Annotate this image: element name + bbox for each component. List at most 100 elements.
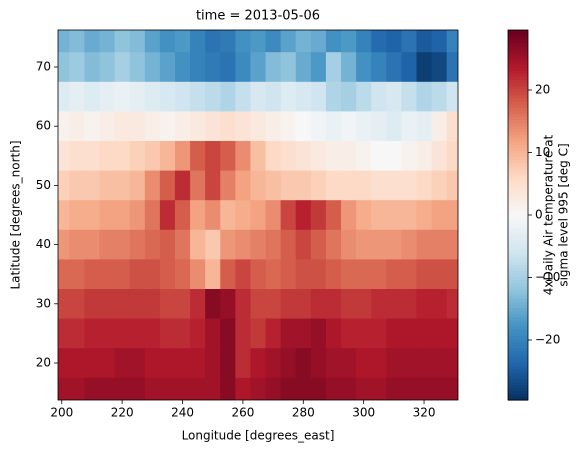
cell <box>190 141 206 172</box>
cell <box>446 170 458 201</box>
cell <box>250 229 267 260</box>
cell <box>265 30 282 53</box>
cell <box>220 30 236 53</box>
cell <box>386 170 402 201</box>
cell <box>386 377 402 400</box>
cell <box>280 141 297 172</box>
cell <box>58 200 70 231</box>
cell <box>69 229 85 260</box>
cell <box>401 111 417 142</box>
cell <box>144 348 161 379</box>
cell <box>250 377 267 400</box>
cell <box>341 259 357 290</box>
cell <box>114 170 131 201</box>
cell <box>446 141 458 172</box>
cell <box>446 318 458 349</box>
cell <box>205 348 221 379</box>
cell <box>310 30 327 53</box>
cell <box>341 377 357 400</box>
cell <box>431 170 448 201</box>
cell <box>446 200 458 231</box>
cell <box>401 377 417 400</box>
cell <box>446 81 458 112</box>
colorbar-tick-label: −20 <box>535 333 560 347</box>
cell <box>310 52 327 83</box>
cell <box>401 289 417 320</box>
cell <box>446 52 458 83</box>
cell <box>446 289 458 320</box>
cell <box>129 170 146 201</box>
cell <box>129 318 146 349</box>
cell <box>114 348 131 379</box>
cell <box>310 289 327 320</box>
cell <box>99 200 116 231</box>
cell <box>84 170 101 201</box>
cell <box>235 200 251 231</box>
x-axis-label: Longitude [degrees_east] <box>182 429 335 443</box>
cell <box>431 259 448 290</box>
cell <box>114 377 131 400</box>
cell <box>341 170 357 201</box>
colorbar-tick-label: 0 <box>535 208 543 222</box>
cell <box>386 200 402 231</box>
cell <box>205 377 221 400</box>
cell <box>295 377 312 400</box>
cell <box>431 81 448 112</box>
cell <box>280 259 297 290</box>
cell <box>84 377 101 400</box>
cell <box>386 30 402 53</box>
cell <box>144 200 161 231</box>
cell <box>58 30 70 53</box>
cell <box>114 30 131 53</box>
cell <box>84 81 101 112</box>
cell <box>99 377 116 400</box>
cell <box>129 348 146 379</box>
chart-title: time = 2013-05-06 <box>196 9 320 24</box>
cell <box>99 81 116 112</box>
cell <box>295 289 312 320</box>
cell <box>159 141 176 172</box>
cell <box>401 200 417 231</box>
cell <box>190 259 206 290</box>
cell <box>205 289 221 320</box>
cell <box>174 30 191 53</box>
cell <box>220 111 236 142</box>
x-tick-label: 320 <box>413 406 436 420</box>
cell <box>371 170 387 201</box>
cell <box>371 289 387 320</box>
cell <box>356 81 372 112</box>
cell <box>129 52 146 83</box>
cell <box>295 170 312 201</box>
cell <box>401 318 417 349</box>
cell <box>250 348 267 379</box>
cell <box>446 229 458 260</box>
cell <box>235 170 251 201</box>
cell <box>416 111 433 142</box>
cell <box>280 170 297 201</box>
cell <box>341 289 357 320</box>
heatmap <box>58 30 458 400</box>
cell <box>386 81 402 112</box>
cell <box>129 141 146 172</box>
cell <box>114 259 131 290</box>
cell <box>310 111 327 142</box>
colorbar-tick-label: 10 <box>535 145 550 159</box>
cell <box>265 289 282 320</box>
cell <box>144 30 161 53</box>
cell <box>69 289 85 320</box>
cell <box>84 348 101 379</box>
cell <box>280 111 297 142</box>
cell <box>265 170 282 201</box>
cell <box>144 141 161 172</box>
cell <box>325 200 342 231</box>
cell <box>341 229 357 260</box>
cell <box>114 229 131 260</box>
cell <box>265 259 282 290</box>
cell <box>235 111 251 142</box>
cell <box>310 259 327 290</box>
y-tick-label: 30 <box>36 296 51 310</box>
y-tick-label: 70 <box>36 60 51 74</box>
cell <box>325 170 342 201</box>
cell <box>280 200 297 231</box>
y-tick-label: 50 <box>36 178 51 192</box>
